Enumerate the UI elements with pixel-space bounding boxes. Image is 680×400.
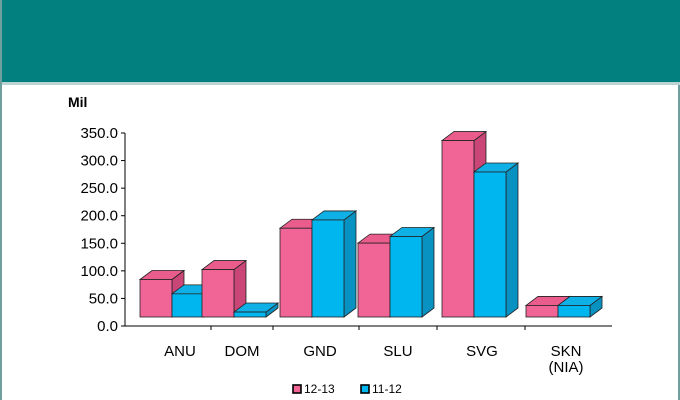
bar-side bbox=[421, 226, 435, 318]
x-category-label: GND bbox=[303, 343, 337, 360]
bar-front bbox=[233, 311, 267, 318]
bar-side bbox=[505, 162, 519, 318]
bar-front bbox=[389, 236, 423, 318]
bar-front bbox=[357, 242, 391, 318]
x-category-labels: ANU DOM GND SLU SVG SKN(NIA) bbox=[164, 343, 583, 376]
x-category-label: ANU bbox=[164, 343, 196, 360]
bar-front bbox=[171, 293, 205, 318]
legend-swatch-12-13 bbox=[292, 384, 302, 394]
header-band bbox=[2, 0, 680, 82]
x-category-label: (NIA) bbox=[549, 359, 584, 376]
bar-side bbox=[343, 210, 357, 318]
x-category-label: SKN bbox=[551, 343, 582, 360]
bar-front bbox=[525, 305, 559, 318]
y-tick-label: 50.0 bbox=[89, 290, 118, 307]
bar-front bbox=[201, 269, 235, 318]
y-tick-label: 100.0 bbox=[80, 263, 118, 280]
bar-11-12 bbox=[472, 162, 520, 318]
header-divider bbox=[2, 82, 680, 85]
legend-label: 12-13 bbox=[304, 382, 335, 396]
bar-front bbox=[279, 227, 313, 318]
bar-front bbox=[311, 219, 345, 318]
bar-11-12 bbox=[310, 210, 358, 318]
bar-11-12 bbox=[556, 295, 604, 318]
y-tick-label: 250.0 bbox=[80, 180, 118, 197]
y-tick-label: 300.0 bbox=[80, 153, 118, 170]
legend-swatch-11-12 bbox=[360, 384, 370, 394]
bar-11-12 bbox=[388, 226, 436, 318]
y-tick-label: 150.0 bbox=[80, 235, 118, 252]
bar-front bbox=[557, 305, 591, 318]
legend: 12-13 11-12 bbox=[292, 382, 402, 396]
bar-group bbox=[138, 130, 604, 318]
y-tick-label: 0.0 bbox=[97, 318, 118, 335]
bar-front bbox=[473, 171, 507, 318]
chart-axes bbox=[124, 133, 612, 330]
y-tick-labels: 0.0 50.0 100.0 150.0 200.0 250.0 300.0 350.0 bbox=[80, 125, 125, 335]
x-category-label: DOM bbox=[225, 343, 260, 360]
x-category-label: SVG bbox=[466, 343, 498, 360]
y-tick-label: 200.0 bbox=[80, 208, 118, 225]
bar-front bbox=[139, 279, 173, 318]
legend-label: 11-12 bbox=[372, 382, 402, 396]
y-unit-label: Mil bbox=[68, 94, 87, 110]
x-category-label: SLU bbox=[383, 343, 412, 360]
bar-front bbox=[441, 140, 475, 318]
y-tick-label: 350.0 bbox=[80, 125, 118, 142]
bar-11-12 bbox=[232, 302, 280, 318]
